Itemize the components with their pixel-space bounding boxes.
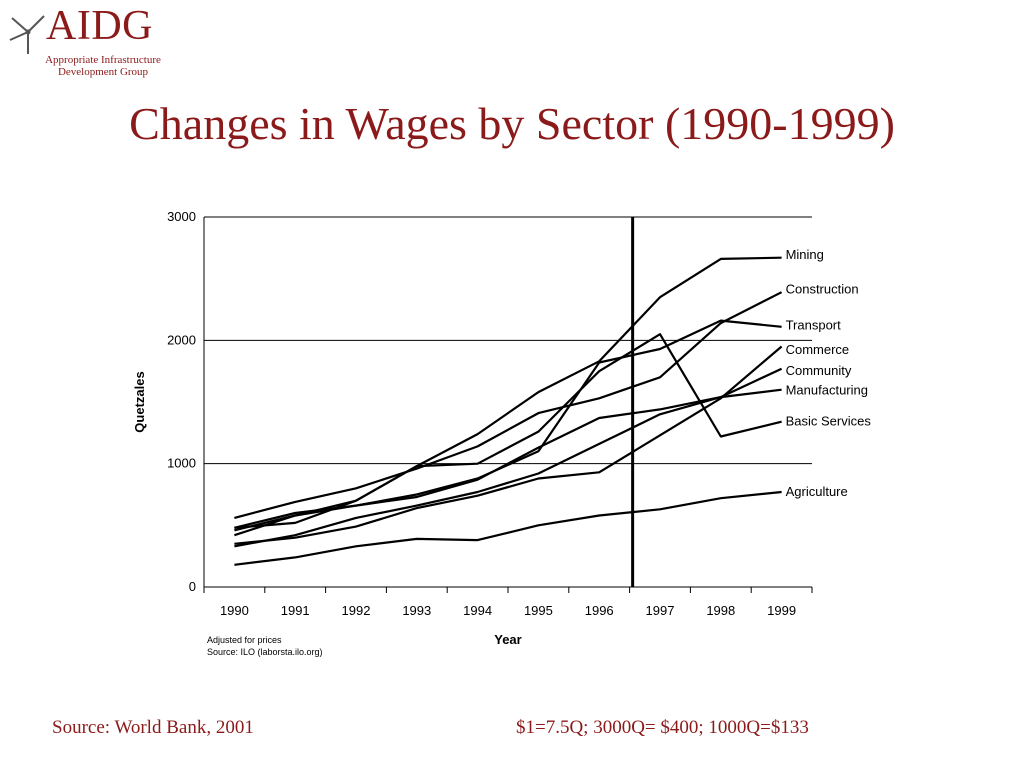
series-label-commerce: Commerce xyxy=(786,342,850,357)
x-tick-label-1991: 1991 xyxy=(281,603,310,618)
y-axis-label: Quetzales xyxy=(132,371,147,432)
x-tick-label-1992: 1992 xyxy=(342,603,371,618)
x-tick-label-1997: 1997 xyxy=(646,603,675,618)
logo-text: AIDG xyxy=(46,3,153,49)
logo-subtitle-line2: Development Group xyxy=(57,66,149,78)
wage-chart: 0 1000 2000 3000 1990 1991 1992 1993 1994 1995 199… xyxy=(120,200,900,670)
series-label-agriculture: Agriculture xyxy=(786,484,848,499)
y-tick-label-3000: 3000 xyxy=(167,209,196,224)
footer-source: Source: World Bank, 2001 xyxy=(52,717,254,738)
series-label-construction: Construction xyxy=(786,282,859,297)
series-line-mining xyxy=(234,256,782,529)
wind-turbine-icon xyxy=(9,15,45,54)
x-tick-label-1995: 1995 xyxy=(524,603,553,618)
series-line-commerce xyxy=(234,319,782,532)
series-line-manufacturing xyxy=(234,388,782,529)
x-tick-label-1993: 1993 xyxy=(402,603,431,618)
chart-svg: 0 1000 2000 3000 1990 1991 1992 1993 1994 1995 199… xyxy=(132,209,872,657)
series-line-transport xyxy=(234,333,782,537)
x-axis-label: Year xyxy=(494,632,521,647)
series-line-agriculture xyxy=(234,490,782,566)
aidg-logo: AIDG Appropriate Infrastructure Developm… xyxy=(6,4,176,82)
logo-subtitle-line1: Appropriate Infrastructure xyxy=(45,54,161,66)
series-label-mining: Mining xyxy=(786,247,824,262)
x-tick-label-1999: 1999 xyxy=(767,603,796,618)
series-line-community xyxy=(234,367,783,548)
series-label-community: Community xyxy=(786,363,852,378)
slide-title: Changes in Wages by Sector (1990-1999) xyxy=(129,98,895,149)
y-tick-label-1000: 1000 xyxy=(167,456,196,471)
x-tick-label-1994: 1994 xyxy=(463,603,492,618)
series-label-manufacturing: Manufacturing xyxy=(786,383,868,398)
series-label-basic-services: Basic Services xyxy=(786,414,872,429)
y-tick-label-2000: 2000 xyxy=(167,332,196,347)
footer-exchange-rate: $1=7.5Q; 3000Q= $400; 1000Q=$133 xyxy=(516,717,809,738)
series-label-transport: Transport xyxy=(786,317,842,332)
series-line-construction xyxy=(234,291,783,519)
y-tick-label-0: 0 xyxy=(189,579,196,594)
x-tick-label-1998: 1998 xyxy=(706,603,735,618)
x-tick-label-1990: 1990 xyxy=(220,603,249,618)
x-tick-label-1996: 1996 xyxy=(585,603,614,618)
logo-subtitle: Appropriate Infrastructure Development G… xyxy=(38,54,168,78)
series-line-basic-services xyxy=(234,345,783,545)
chart-note-1: Source: ILO (laborsta.ilo.org) xyxy=(207,647,323,657)
chart-note-0: Adjusted for prices xyxy=(207,635,282,645)
